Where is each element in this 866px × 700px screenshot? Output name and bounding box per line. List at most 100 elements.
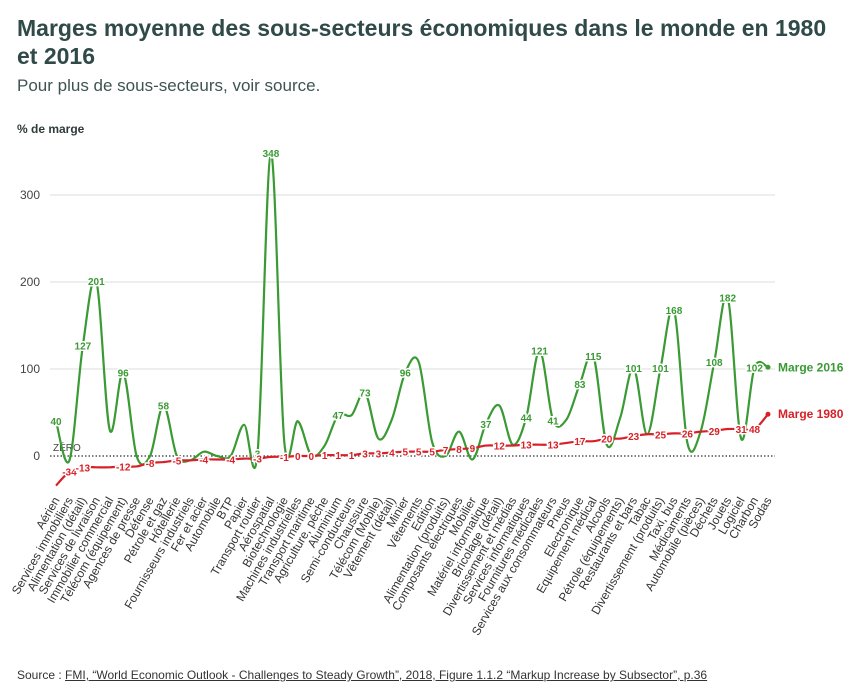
data-label-marge-2016: 127	[75, 342, 92, 353]
data-label-marge-2016: 348	[263, 149, 280, 160]
data-point-marge-2016	[336, 413, 340, 417]
data-point-marge-1980	[658, 432, 663, 437]
data-label-marge-1980: 3	[376, 449, 382, 460]
data-label-marge-2016: 41	[547, 416, 559, 427]
data-point-marge-2016	[672, 308, 676, 312]
data-point-marge-1980	[309, 454, 314, 458]
data-label-marge-1980: -3	[253, 455, 262, 466]
data-point-marge-2016	[752, 365, 757, 370]
y-axis-label: % de marge	[17, 122, 85, 136]
data-point-marge-2016	[658, 366, 663, 370]
data-label-marge-2016: 96	[400, 368, 412, 379]
data-label-marge-2016: 102	[746, 363, 763, 374]
data-label-marge-1980: 9	[470, 444, 476, 455]
zero-label: ZÉRO	[53, 441, 81, 454]
data-point-marge-1980	[524, 442, 528, 447]
data-label-marge-1980: -5	[172, 456, 181, 467]
data-label-marge-1980: 12	[494, 442, 506, 453]
data-label-marge-1980: 5	[416, 448, 422, 459]
data-label-marge-1980: -12	[116, 462, 131, 473]
data-label-marge-1980: 4	[389, 449, 395, 460]
data-point-marge-2016	[403, 370, 408, 375]
data-point-marge-1980	[121, 464, 125, 469]
data-label-marge-1980: -34	[62, 468, 77, 479]
data-label-marge-1980: 8	[456, 445, 462, 456]
data-point-marge-2016	[81, 343, 85, 348]
data-label-marge-1980: -1	[280, 453, 289, 464]
series-line-marge-2016	[54, 152, 769, 470]
data-label-marge-1980: 7	[443, 446, 449, 457]
data-point-marge-2016	[537, 348, 542, 353]
data-label-marge-1980: 25	[655, 430, 667, 441]
data-point-marge-1980	[228, 457, 233, 462]
data-label-marge-1980: 48	[749, 425, 761, 436]
series-label-marge-1980: Marge 1980	[778, 407, 844, 421]
data-label-marge-2016: 73	[359, 388, 371, 399]
data-point-marge-2016	[591, 354, 596, 358]
data-point-marge-1980	[457, 447, 461, 451]
data-point-marge-1980	[739, 427, 743, 431]
data-point-marge-2016	[54, 419, 58, 424]
data-point-marge-2016	[94, 279, 99, 283]
data-point-marge-1980	[416, 449, 421, 454]
series-line-marge-1980	[55, 413, 769, 487]
data-point-marge-1980	[712, 428, 717, 433]
data-label-marge-1980: 31	[736, 425, 748, 436]
data-point-marge-1980	[631, 434, 636, 438]
data-label-marge-2016: 37	[480, 420, 492, 431]
data-point-marge-1980	[175, 458, 179, 463]
chart-subtitle: Pour plus de sous-secteurs, voir source.	[17, 76, 321, 95]
data-point-marge-2016	[269, 151, 273, 156]
data-point-marge-2016	[484, 422, 488, 426]
data-point-marge-1980	[322, 453, 327, 457]
data-label-marge-2016: 40	[50, 417, 62, 428]
data-label-marge-2016: 201	[88, 277, 105, 288]
y-tick-label: 100	[20, 362, 40, 376]
data-label-marge-2016: 44	[521, 414, 533, 425]
data-label-marge-1980: 13	[547, 441, 559, 452]
source-link[interactable]: FMI, “World Economic Outlook - Challenge…	[65, 668, 708, 682]
data-point-marge-2016	[121, 370, 125, 375]
data-label-marge-1980: 20	[601, 435, 613, 446]
data-point-marge-1980	[67, 469, 72, 474]
data-point-marge-2016	[524, 415, 528, 420]
data-point-marge-2016	[712, 360, 717, 364]
data-label-marge-1980: 1	[322, 451, 328, 462]
data-point-marge-1980	[497, 443, 502, 448]
data-label-marge-2016: 101	[625, 364, 642, 375]
data-label-marge-2016: 108	[706, 358, 723, 369]
data-point-marge-1980	[349, 453, 354, 457]
data-label-marge-2016: 96	[118, 368, 130, 379]
data-point-marge-2016	[551, 418, 555, 423]
data-point-marge-1980	[81, 465, 85, 470]
data-point-marge-1980	[430, 449, 434, 454]
data-point-marge-1980	[685, 431, 690, 436]
data-label-marge-1980: -4	[226, 455, 235, 466]
data-point-marge-1980	[282, 455, 287, 459]
data-label-marge-1980: 1	[335, 451, 341, 462]
data-point-marge-1980	[604, 436, 609, 441]
source-note: Source : FMI, “World Economic Outlook - …	[17, 668, 707, 682]
data-point-marge-1980	[578, 439, 582, 444]
data-point-marge-1980	[470, 446, 475, 450]
data-point-marge-1980	[148, 461, 152, 465]
data-point-marge-1980	[403, 449, 408, 454]
data-label-marge-1980: 23	[628, 432, 640, 443]
data-point-marge-2016	[578, 381, 582, 386]
data-label-marge-2016: 101	[652, 364, 669, 375]
y-tick-label: 0	[33, 449, 40, 463]
y-tick-label: 300	[20, 188, 40, 202]
data-point-marge-2016	[631, 366, 636, 370]
data-point-marge-2016	[725, 295, 730, 300]
data-point-marge-1980	[363, 451, 367, 456]
chart-title: Marges moyenne des sous-secteurs économi…	[17, 15, 827, 69]
data-point-marge-1980	[390, 450, 394, 455]
data-point-marge-1980	[255, 456, 260, 461]
data-point-marge-1980	[336, 453, 340, 457]
data-label-marge-2016: 115	[585, 352, 602, 363]
data-point-marge-2016	[363, 390, 367, 395]
data-point-marge-1980	[201, 457, 206, 462]
data-label-marge-1980: 3	[362, 449, 368, 460]
data-label-marge-1980: 26	[682, 429, 694, 440]
